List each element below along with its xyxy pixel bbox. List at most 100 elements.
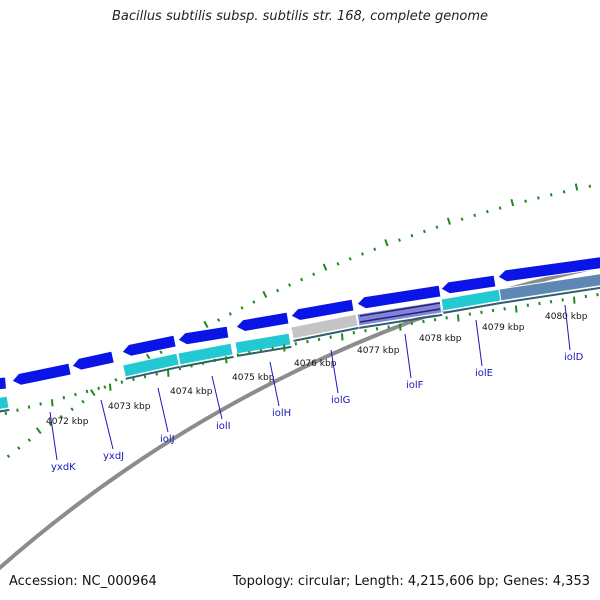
inner-tick — [294, 342, 298, 346]
inner-tick — [364, 329, 367, 333]
gene-arrow — [0, 376, 8, 391]
outer-tick — [81, 399, 85, 404]
feature-stripe — [359, 308, 441, 323]
inner-tick — [236, 353, 240, 357]
inner-tick — [132, 377, 135, 382]
gene-leader-line — [49, 411, 58, 461]
gene-label: iolH — [272, 408, 291, 419]
gene-arrow — [290, 298, 355, 322]
gene-label: iolE — [475, 368, 493, 379]
inner-tick — [190, 364, 193, 368]
gene-leader-line — [157, 387, 169, 433]
inner-tick — [39, 402, 42, 406]
scale-label: 4076 kbp — [294, 359, 337, 369]
inner-tick — [120, 380, 124, 384]
gene-label: yxdK — [51, 462, 76, 473]
outer-tick — [486, 209, 489, 214]
outer-tick — [498, 206, 502, 210]
outer-tick — [90, 389, 96, 397]
inner-tick — [259, 348, 263, 353]
gene-label: iolG — [331, 395, 350, 406]
inner-tick — [352, 331, 356, 335]
inner-tick — [27, 405, 31, 409]
inner-tick — [4, 411, 8, 415]
scale-label: 4075 kbp — [232, 373, 275, 383]
inner-tick — [422, 319, 425, 324]
outer-tick — [203, 320, 209, 329]
feature-block — [234, 332, 292, 355]
outer-tick — [27, 438, 32, 442]
inner-tick — [74, 392, 77, 397]
scale-label: 4079 kbp — [482, 323, 525, 333]
outer-tick — [398, 238, 401, 242]
feature-underline — [237, 345, 292, 357]
outer-tick — [17, 446, 21, 450]
outer-tick — [524, 199, 527, 203]
outer-tick — [48, 422, 53, 427]
outer-tick — [159, 350, 163, 354]
inner-tick — [491, 308, 495, 313]
outer-tick — [336, 262, 340, 266]
inner-tick — [561, 298, 564, 302]
inner-tick — [480, 310, 483, 314]
inner-tick — [503, 307, 506, 311]
feature-block — [0, 395, 10, 410]
outer-tick — [384, 239, 389, 247]
inner-tick — [584, 294, 588, 299]
inner-tick — [178, 366, 182, 371]
feature-underline — [125, 365, 180, 380]
inner-tick — [515, 305, 518, 313]
inner-tick — [85, 389, 89, 394]
inner-tick — [329, 335, 332, 339]
inner-tick — [468, 312, 472, 316]
inner-tick — [213, 358, 216, 363]
inner-tick — [225, 356, 228, 364]
scale-label: 4077 kbp — [357, 346, 400, 356]
gene-arrow — [11, 362, 72, 386]
inner-tick — [573, 296, 576, 304]
inner-tick — [596, 293, 599, 297]
gene-label: iolI — [216, 421, 231, 432]
inner-tick — [526, 303, 530, 307]
scale-label: 4078 kbp — [419, 334, 462, 344]
inner-tick — [457, 314, 460, 322]
feature-underline — [359, 313, 443, 329]
outer-tick — [574, 183, 579, 191]
gene-leader-line — [330, 349, 339, 394]
feature-underline — [501, 286, 600, 304]
feature-stripe — [359, 302, 441, 317]
outer-tick — [288, 283, 292, 287]
feature-block — [498, 273, 600, 302]
outer-tick — [252, 300, 256, 304]
outer-tick — [114, 378, 118, 382]
feature-underline — [293, 326, 359, 342]
gene-label: yxdJ — [103, 451, 124, 462]
outer-tick — [435, 225, 439, 229]
outer-tick — [460, 217, 464, 221]
gene-label: iolD — [564, 352, 584, 363]
inner-tick — [445, 316, 448, 320]
gene-leader-line — [269, 361, 280, 407]
inner-tick — [16, 408, 19, 412]
outer-tick — [373, 247, 377, 252]
outer-tick — [537, 196, 540, 200]
outer-tick — [588, 184, 592, 188]
gene-leader-line — [475, 319, 483, 367]
gene-arrow — [356, 284, 442, 310]
gene-label: iolJ — [160, 434, 175, 445]
outer-tick — [103, 385, 107, 389]
outer-tick — [322, 263, 328, 271]
outer-tick — [510, 198, 515, 207]
inner-tick — [51, 399, 54, 407]
inner-tick — [109, 383, 112, 391]
gene-arrow — [497, 256, 600, 283]
scale-label: 4073 kbp — [108, 402, 151, 412]
outer-tick — [549, 193, 553, 197]
outer-tick — [70, 407, 74, 411]
feature-underline — [180, 355, 234, 368]
inner-tick — [201, 361, 205, 365]
gene-arrow — [71, 350, 115, 371]
outer-tick — [228, 312, 232, 316]
inner-tick — [167, 369, 170, 377]
